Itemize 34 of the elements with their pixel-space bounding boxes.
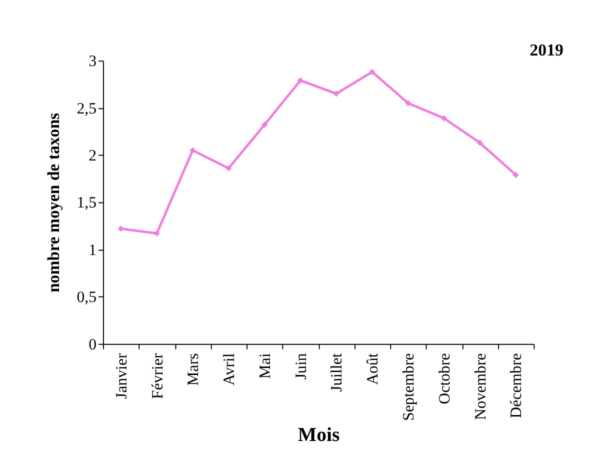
x-tick-label: Décembre	[508, 353, 526, 418]
point	[261, 122, 268, 128]
point	[333, 90, 340, 97]
x-tick-label: Février	[149, 352, 166, 399]
y-tick-label: 3	[88, 53, 97, 70]
x-tick-label: Octobre	[436, 353, 454, 404]
y-tick-label: 2	[88, 147, 97, 164]
x-tick-label: Août	[364, 352, 382, 385]
x-tick-label: Janvier	[113, 352, 130, 399]
point	[476, 140, 483, 146]
point	[190, 147, 196, 154]
y-tick-label: 0,5	[76, 289, 97, 306]
y-axis-title: nombre moyen de taxons	[44, 112, 63, 293]
y-tick-label: 1,5	[76, 194, 97, 212]
x-tick-label: Avril	[221, 352, 238, 386]
x-tick-label: Juillet	[328, 352, 346, 392]
x-tick-label: Novembre	[472, 353, 490, 420]
x-tick-label: Mai	[256, 352, 274, 379]
y-tick-label: 0	[88, 336, 97, 354]
point	[512, 172, 519, 178]
point	[118, 226, 124, 232]
point	[404, 100, 412, 106]
text: 2019	[530, 40, 564, 60]
x-axis-title: Mois	[298, 424, 340, 446]
point	[440, 115, 448, 122]
point	[369, 68, 376, 76]
x-tick-label: Juin	[292, 353, 310, 380]
point	[154, 230, 160, 237]
y-tick-label: 1	[88, 242, 97, 259]
x-tick-label: Mars	[185, 353, 202, 386]
x-tick-label: Septembre	[400, 353, 418, 421]
y-tick-label: 2,5	[76, 100, 97, 118]
point	[225, 165, 232, 172]
point	[297, 77, 304, 84]
